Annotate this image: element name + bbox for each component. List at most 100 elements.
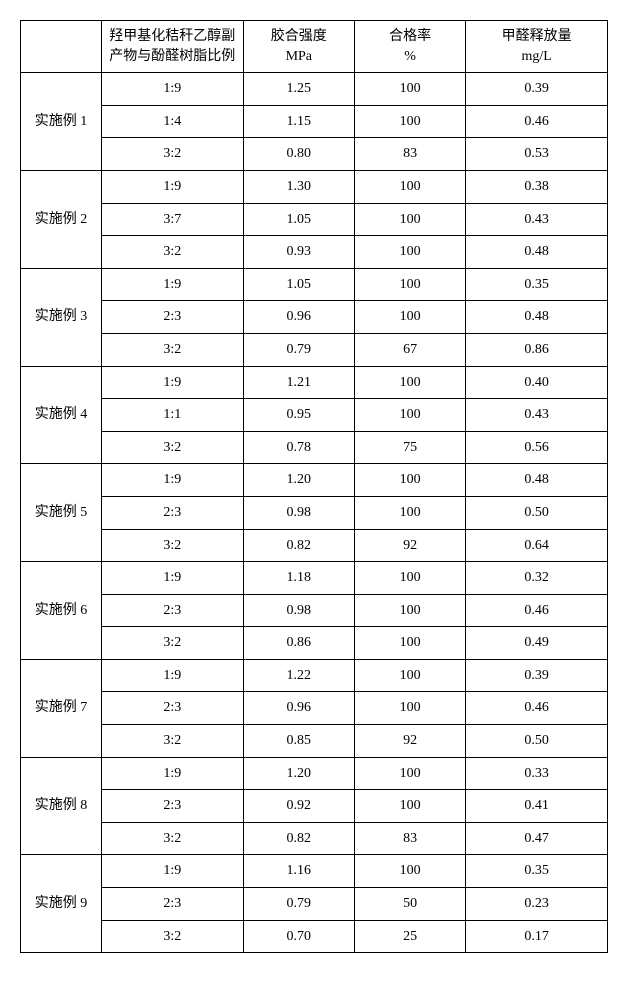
formaldehyde-cell: 0.35 bbox=[466, 268, 608, 301]
ratio-cell: 1:9 bbox=[101, 757, 243, 790]
group-label: 实施例 7 bbox=[21, 659, 102, 757]
pass-cell: 92 bbox=[354, 529, 465, 562]
table-row: 3:20.861000.49 bbox=[21, 627, 608, 660]
table-row: 3:20.82920.64 bbox=[21, 529, 608, 562]
table-row: 实施例 31:91.051000.35 bbox=[21, 268, 608, 301]
pass-cell: 100 bbox=[354, 594, 465, 627]
formaldehyde-cell: 0.50 bbox=[466, 496, 608, 529]
formaldehyde-cell: 0.41 bbox=[466, 790, 608, 823]
formaldehyde-cell: 0.17 bbox=[466, 920, 608, 953]
pass-cell: 100 bbox=[354, 236, 465, 269]
group-label: 实施例 4 bbox=[21, 366, 102, 464]
table-row: 3:20.82830.47 bbox=[21, 822, 608, 855]
strength-cell: 1.16 bbox=[243, 855, 354, 888]
formaldehyde-cell: 0.43 bbox=[466, 203, 608, 236]
pass-cell: 100 bbox=[354, 790, 465, 823]
formaldehyde-cell: 0.49 bbox=[466, 627, 608, 660]
formaldehyde-cell: 0.23 bbox=[466, 888, 608, 921]
table-row: 3:20.78750.56 bbox=[21, 431, 608, 464]
formaldehyde-cell: 0.53 bbox=[466, 138, 608, 171]
table-row: 实施例 71:91.221000.39 bbox=[21, 659, 608, 692]
pass-cell: 92 bbox=[354, 725, 465, 758]
table-row: 3:71.051000.43 bbox=[21, 203, 608, 236]
ratio-cell: 3:2 bbox=[101, 725, 243, 758]
strength-cell: 0.92 bbox=[243, 790, 354, 823]
pass-cell: 100 bbox=[354, 464, 465, 497]
pass-cell: 100 bbox=[354, 399, 465, 432]
ratio-cell: 2:3 bbox=[101, 692, 243, 725]
ratio-cell: 1:9 bbox=[101, 659, 243, 692]
formaldehyde-cell: 0.64 bbox=[466, 529, 608, 562]
ratio-cell: 3:2 bbox=[101, 431, 243, 464]
ratio-cell: 1:4 bbox=[101, 105, 243, 138]
formaldehyde-cell: 0.43 bbox=[466, 399, 608, 432]
pass-cell: 100 bbox=[354, 757, 465, 790]
formaldehyde-cell: 0.48 bbox=[466, 464, 608, 497]
strength-cell: 1.05 bbox=[243, 268, 354, 301]
pass-cell: 100 bbox=[354, 496, 465, 529]
ratio-cell: 3:2 bbox=[101, 822, 243, 855]
formaldehyde-cell: 0.35 bbox=[466, 855, 608, 888]
strength-cell: 1.18 bbox=[243, 562, 354, 595]
strength-cell: 1.21 bbox=[243, 366, 354, 399]
table-header: 羟甲基化秸秆乙醇副产物与酚醛树脂比例 胶合强度MPa 合格率% 甲醛释放量mg/… bbox=[21, 21, 608, 73]
strength-cell: 1.20 bbox=[243, 757, 354, 790]
table-row: 实施例 81:91.201000.33 bbox=[21, 757, 608, 790]
table-row: 实施例 51:91.201000.48 bbox=[21, 464, 608, 497]
formaldehyde-cell: 0.46 bbox=[466, 692, 608, 725]
formaldehyde-cell: 0.38 bbox=[466, 170, 608, 203]
strength-cell: 0.95 bbox=[243, 399, 354, 432]
table-row: 1:10.951000.43 bbox=[21, 399, 608, 432]
formaldehyde-cell: 0.50 bbox=[466, 725, 608, 758]
ratio-cell: 1:9 bbox=[101, 268, 243, 301]
table-row: 2:30.79500.23 bbox=[21, 888, 608, 921]
ratio-cell: 3:2 bbox=[101, 529, 243, 562]
group-label: 实施例 8 bbox=[21, 757, 102, 855]
col-header-formaldehyde: 甲醛释放量mg/L bbox=[466, 21, 608, 73]
ratio-cell: 2:3 bbox=[101, 790, 243, 823]
formaldehyde-cell: 0.86 bbox=[466, 333, 608, 366]
ratio-cell: 2:3 bbox=[101, 496, 243, 529]
table-row: 2:30.981000.46 bbox=[21, 594, 608, 627]
pass-cell: 100 bbox=[354, 562, 465, 595]
strength-cell: 1.30 bbox=[243, 170, 354, 203]
table-row: 2:30.961000.48 bbox=[21, 301, 608, 334]
table-row: 3:20.931000.48 bbox=[21, 236, 608, 269]
strength-cell: 1.20 bbox=[243, 464, 354, 497]
strength-cell: 0.98 bbox=[243, 496, 354, 529]
ratio-cell: 3:2 bbox=[101, 920, 243, 953]
group-label: 实施例 3 bbox=[21, 268, 102, 366]
ratio-cell: 1:9 bbox=[101, 73, 243, 106]
pass-cell: 25 bbox=[354, 920, 465, 953]
ratio-cell: 3:2 bbox=[101, 236, 243, 269]
pass-cell: 100 bbox=[354, 366, 465, 399]
strength-cell: 1.25 bbox=[243, 73, 354, 106]
table-row: 实施例 11:91.251000.39 bbox=[21, 73, 608, 106]
formaldehyde-cell: 0.40 bbox=[466, 366, 608, 399]
strength-cell: 0.80 bbox=[243, 138, 354, 171]
table-row: 1:41.151000.46 bbox=[21, 105, 608, 138]
strength-cell: 0.78 bbox=[243, 431, 354, 464]
ratio-cell: 2:3 bbox=[101, 888, 243, 921]
group-label: 实施例 2 bbox=[21, 170, 102, 268]
formaldehyde-cell: 0.39 bbox=[466, 659, 608, 692]
ratio-cell: 1:9 bbox=[101, 562, 243, 595]
table-row: 3:20.80830.53 bbox=[21, 138, 608, 171]
strength-cell: 0.82 bbox=[243, 822, 354, 855]
table-row: 实施例 91:91.161000.35 bbox=[21, 855, 608, 888]
table-row: 实施例 61:91.181000.32 bbox=[21, 562, 608, 595]
table-row: 3:20.79670.86 bbox=[21, 333, 608, 366]
group-label: 实施例 5 bbox=[21, 464, 102, 562]
strength-cell: 0.96 bbox=[243, 692, 354, 725]
table-row: 实施例 41:91.211000.40 bbox=[21, 366, 608, 399]
table-row: 2:30.921000.41 bbox=[21, 790, 608, 823]
ratio-cell: 3:2 bbox=[101, 138, 243, 171]
ratio-cell: 2:3 bbox=[101, 301, 243, 334]
ratio-cell: 2:3 bbox=[101, 594, 243, 627]
table-row: 2:30.961000.46 bbox=[21, 692, 608, 725]
pass-cell: 50 bbox=[354, 888, 465, 921]
pass-cell: 100 bbox=[354, 627, 465, 660]
formaldehyde-cell: 0.47 bbox=[466, 822, 608, 855]
table-body: 实施例 11:91.251000.391:41.151000.463:20.80… bbox=[21, 73, 608, 953]
pass-cell: 100 bbox=[354, 170, 465, 203]
